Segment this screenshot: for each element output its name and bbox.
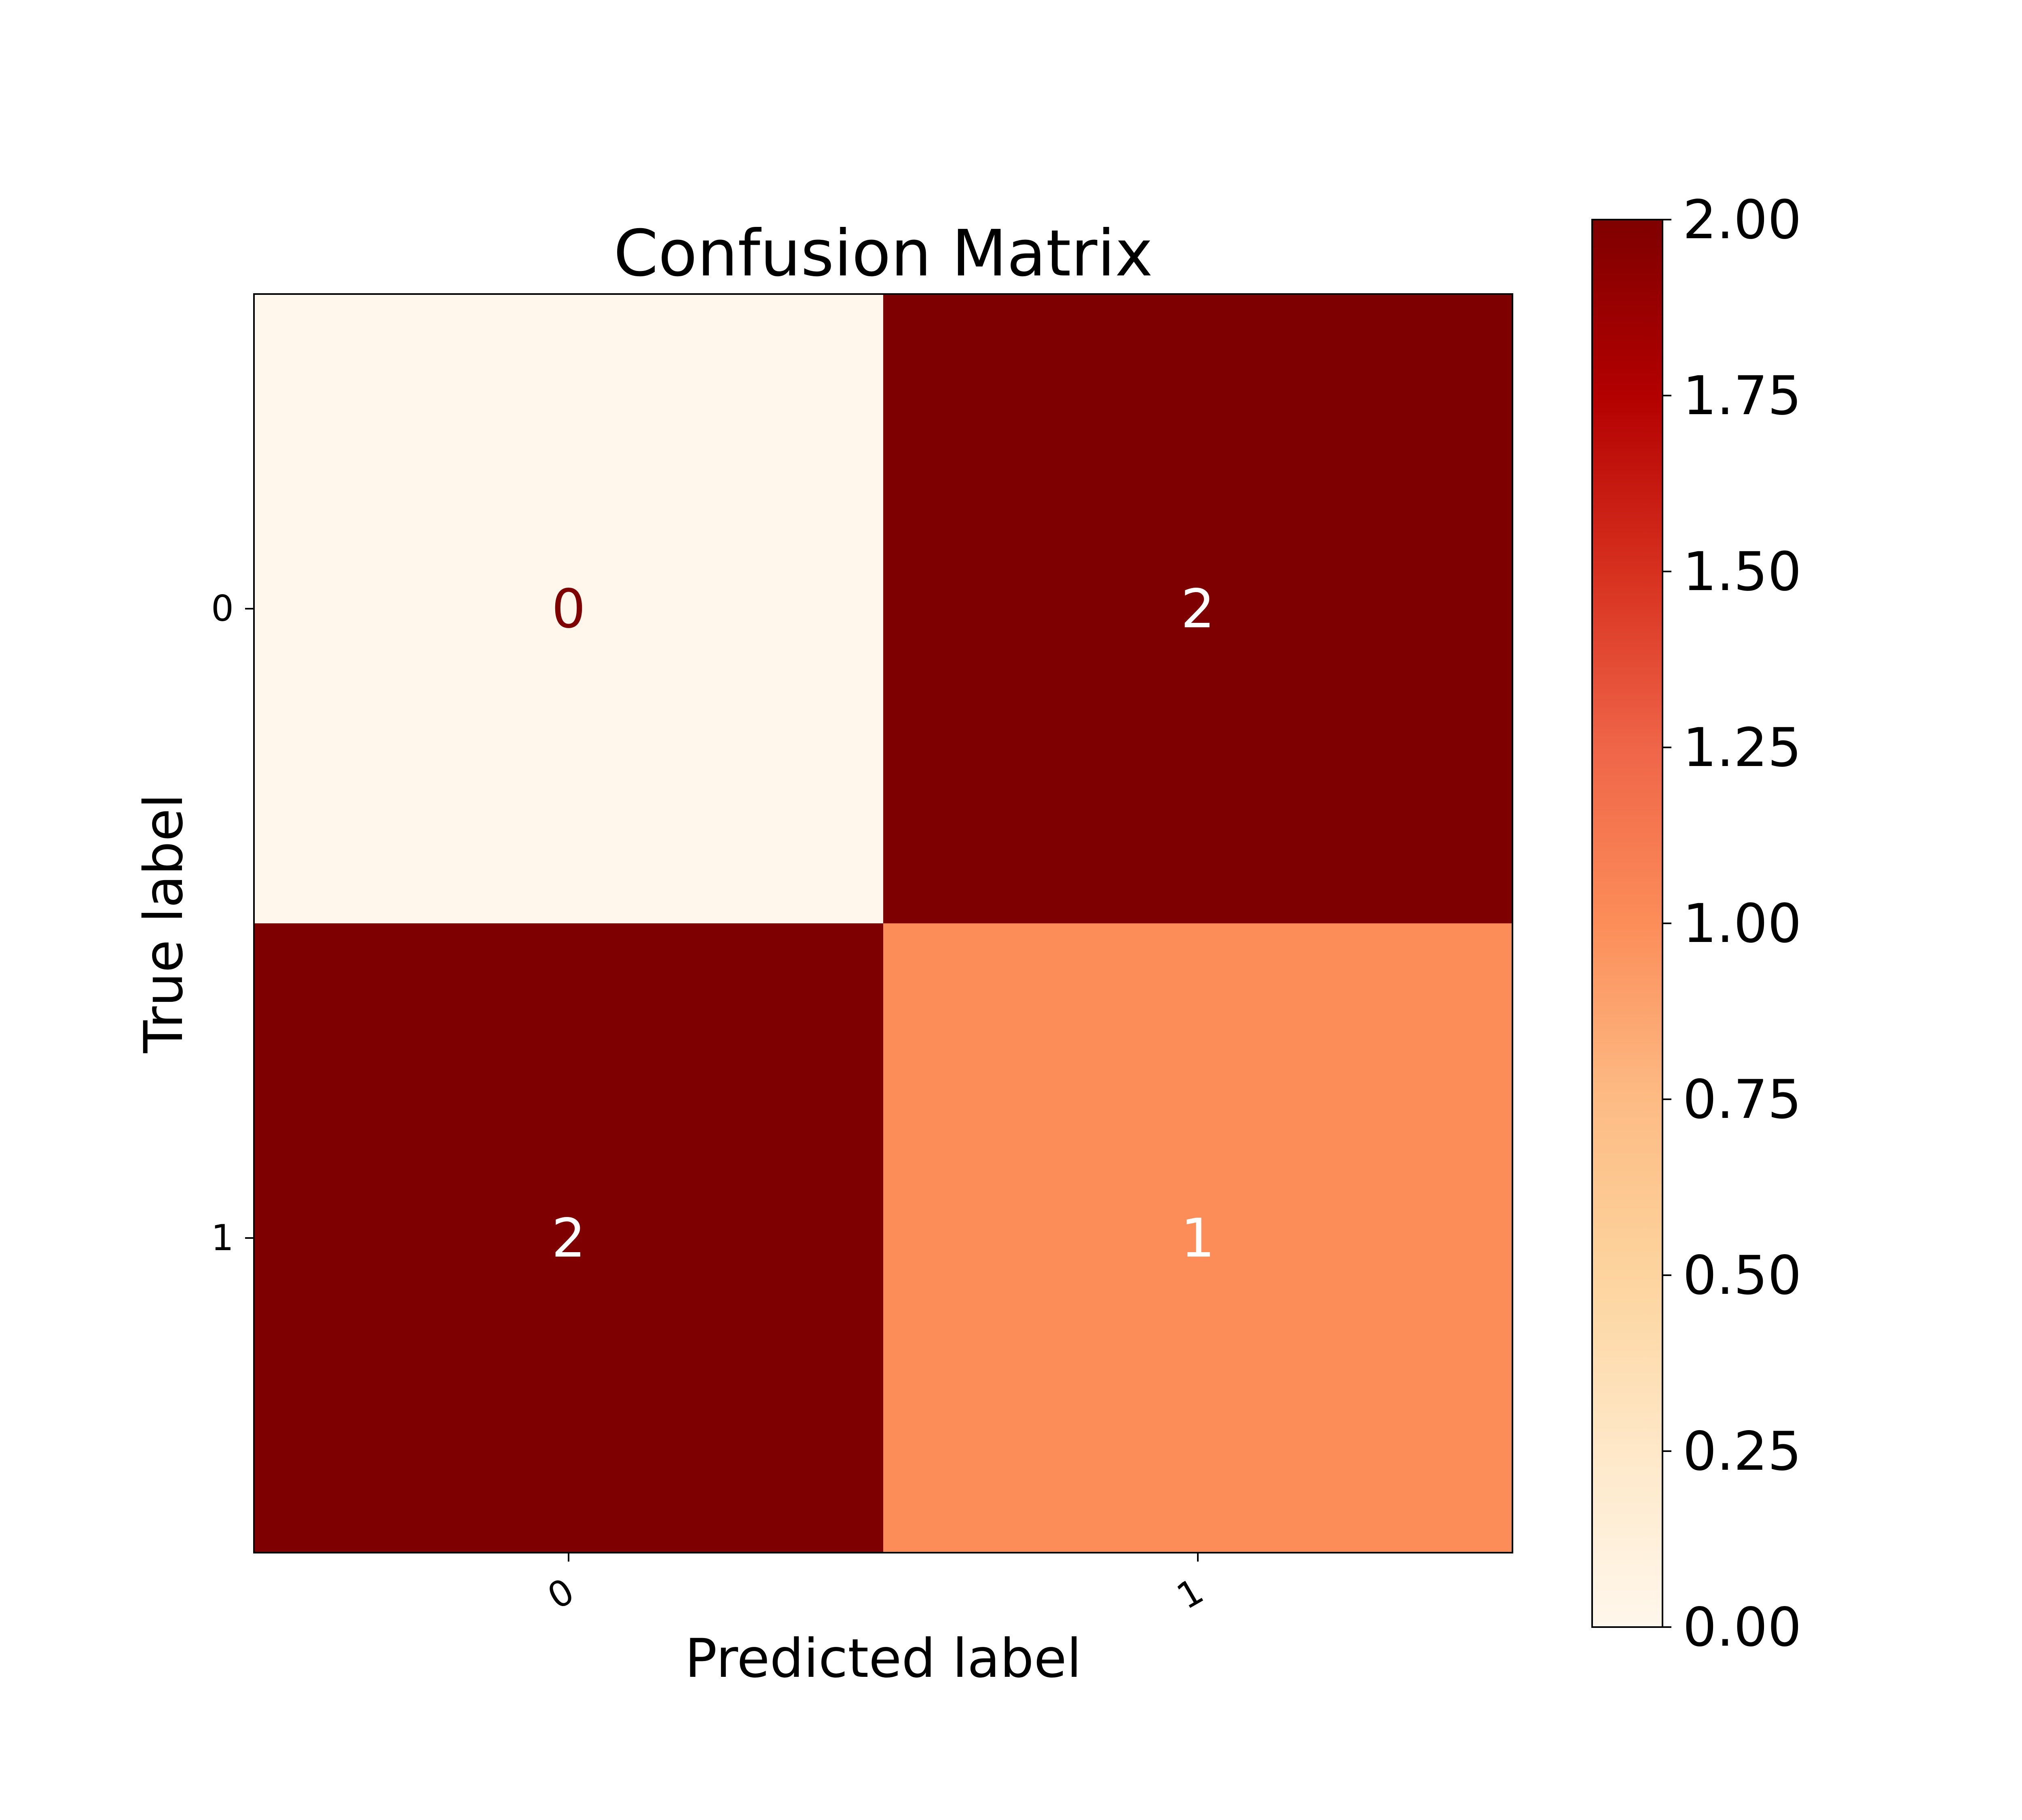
- cell-value-0-1: 2: [1181, 578, 1215, 640]
- colorbar-tick-label: 0.00: [1683, 1596, 1802, 1659]
- chart-title: Confusion Matrix: [613, 216, 1153, 291]
- y-axis-label: True label: [133, 794, 195, 1054]
- colorbar-tick-label: 0.25: [1683, 1420, 1802, 1483]
- heatmap-cells: [254, 294, 1513, 1553]
- cell-value-1-1: 1: [1181, 1207, 1215, 1270]
- y-tick-label-1: 1: [211, 1217, 234, 1259]
- heatmap-cell-1-0: [254, 923, 884, 1553]
- heatmap-cell-0-1: [883, 294, 1513, 924]
- cell-value-1-0: 2: [552, 1207, 586, 1270]
- heatmap-cell-0-0: [254, 294, 884, 924]
- colorbar-tick-label: 0.75: [1683, 1069, 1802, 1131]
- y-tick-label-0: 0: [211, 588, 234, 629]
- y-axis-ticks: 01: [211, 588, 254, 1259]
- colorbar-ticks: 0.00 0.25 0.50 0.75 1.00 1.25 1.50 1.75 2.00: [1662, 189, 1802, 1659]
- x-tick-label-0: 0: [541, 1570, 581, 1617]
- x-tick-label-1: 1: [1170, 1570, 1210, 1617]
- colorbar-tick-label: 0.50: [1683, 1244, 1802, 1307]
- heatmap-cell-1-1: [883, 923, 1513, 1553]
- x-axis-label: Predicted label: [685, 1627, 1082, 1690]
- cell-value-labels: 0 2 2 1: [552, 578, 1215, 1270]
- colorbar-tick-label: 1.50: [1683, 541, 1802, 603]
- colorbar-tick-label: 2.00: [1683, 189, 1802, 251]
- plot-frame: [253, 293, 1513, 1553]
- colorbar-tick-label: 1.25: [1683, 717, 1802, 779]
- cell-value-0-0: 0: [552, 578, 586, 640]
- colorbar-tick-label: 1.00: [1683, 893, 1802, 955]
- colorbar-tick-label: 1.75: [1683, 365, 1802, 427]
- colorbar: [1591, 219, 1663, 1628]
